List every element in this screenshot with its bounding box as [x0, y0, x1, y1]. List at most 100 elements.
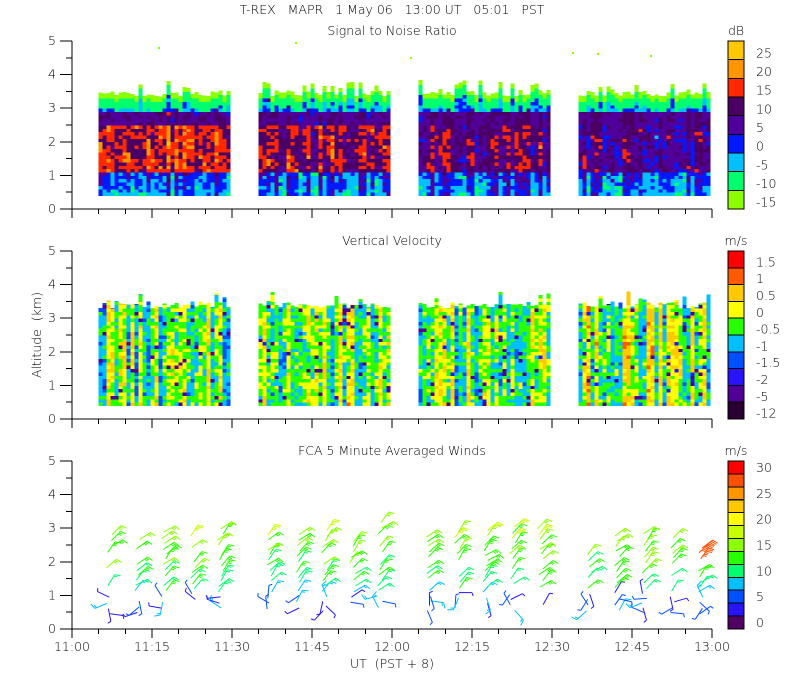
heatmap-cell	[434, 182, 439, 186]
heatmap-cell	[438, 128, 443, 133]
heatmap-cell	[190, 335, 195, 339]
heatmap-cell	[258, 118, 263, 123]
heatmap-cell	[442, 172, 447, 176]
heatmap-cell	[138, 182, 143, 186]
heatmap-cell	[346, 114, 351, 119]
heatmap-cell	[298, 172, 303, 176]
heatmap-cell	[606, 98, 611, 102]
heatmap-cell	[590, 151, 595, 156]
heatmap-cell	[458, 101, 463, 106]
heatmap-cell	[538, 151, 543, 156]
heatmap-cell	[150, 382, 155, 386]
heatmap-cell	[158, 392, 163, 396]
heatmap-cell	[610, 151, 615, 156]
heatmap-cell	[478, 148, 483, 153]
heatmap-cell	[698, 185, 703, 190]
heatmap-cell	[538, 91, 543, 96]
heatmap-cell	[522, 131, 527, 136]
heatmap-cell	[446, 108, 451, 112]
heatmap-cell	[654, 125, 659, 129]
heatmap-cell	[530, 131, 535, 136]
heatmap-cell	[702, 145, 707, 149]
heatmap-cell	[706, 178, 711, 183]
heatmap-cell	[170, 104, 175, 109]
heatmap-cell	[606, 188, 611, 193]
heatmap-cell	[462, 145, 467, 149]
heatmap-cell	[626, 148, 631, 153]
heatmap-cell	[586, 91, 591, 92]
heatmap-cell	[458, 185, 463, 190]
heatmap-cell	[450, 162, 455, 166]
heatmap-cell	[130, 182, 135, 186]
heatmap-cell	[110, 135, 115, 139]
heatmap-cell	[190, 155, 195, 159]
heatmap-cell	[586, 185, 591, 190]
heatmap-cell	[118, 118, 123, 123]
heatmap-cell	[426, 178, 431, 183]
heatmap-cell	[530, 111, 535, 116]
heatmap-cell	[110, 378, 115, 383]
heatmap-cell	[426, 125, 431, 129]
heatmap-cell	[342, 95, 347, 99]
y-tick-label: 0	[48, 201, 56, 216]
heatmap-cell	[518, 151, 523, 156]
heatmap-cell	[642, 90, 647, 92]
heatmap-cell	[478, 175, 483, 180]
heatmap-cell	[694, 148, 699, 153]
heatmap-cell	[594, 138, 599, 143]
heatmap-cell	[150, 121, 155, 126]
heatmap-cell	[146, 131, 151, 136]
heatmap-cell	[646, 192, 651, 196]
heatmap-cell	[438, 148, 443, 153]
heatmap-cell	[458, 141, 463, 146]
heatmap-cell	[194, 314, 199, 319]
heatmap-cell	[114, 301, 119, 306]
heatmap-cell	[378, 94, 383, 99]
heatmap-cell	[266, 175, 271, 180]
heatmap-cell	[634, 168, 639, 173]
heatmap-cell	[98, 368, 103, 373]
heatmap-cell	[114, 95, 119, 99]
heatmap-cell	[274, 90, 279, 92]
heatmap-cell	[222, 188, 227, 193]
heatmap-cell	[662, 162, 667, 166]
heatmap-cell	[178, 402, 183, 406]
heatmap-cell	[702, 131, 707, 136]
heatmap-cell	[706, 125, 711, 129]
heatmap-cell	[98, 385, 103, 390]
heatmap-cell	[218, 172, 223, 176]
heatmap-cell	[626, 135, 631, 139]
heatmap-cell	[342, 128, 347, 133]
heatmap-cell	[146, 125, 151, 129]
heatmap-cell	[678, 108, 683, 112]
heatmap-cell	[294, 125, 299, 129]
heatmap-cell	[218, 145, 223, 149]
heatmap-cell	[190, 94, 195, 96]
heatmap-cell	[206, 98, 211, 102]
heatmap-cell	[326, 131, 331, 136]
heatmap-cell	[694, 182, 699, 186]
heatmap-cell	[386, 111, 391, 116]
heatmap-cell	[210, 138, 215, 143]
heatmap-cell	[462, 101, 467, 106]
heatmap-cell	[166, 318, 171, 322]
heatmap-cell	[102, 331, 107, 336]
heatmap-cell	[434, 118, 439, 123]
heatmap-cell	[666, 141, 671, 146]
heatmap-cell	[142, 365, 147, 369]
heatmap-cell	[142, 392, 147, 396]
heatmap-cell	[174, 341, 179, 346]
heatmap-cell	[110, 158, 115, 163]
figure-title: T-REX MAPR 1 May 06 13:00 UT 05:01 PST	[240, 2, 545, 17]
heatmap-cell	[286, 114, 291, 119]
heatmap-cell	[98, 378, 103, 383]
heatmap-cell	[122, 114, 127, 119]
heatmap-cell	[450, 111, 455, 116]
heatmap-cell	[170, 355, 175, 359]
heatmap-cell	[426, 93, 431, 96]
heatmap-cell	[486, 128, 491, 133]
heatmap-cell	[106, 111, 111, 116]
heatmap-cell	[162, 395, 167, 400]
heatmap-cell	[698, 151, 703, 156]
heatmap-cell	[474, 178, 479, 183]
